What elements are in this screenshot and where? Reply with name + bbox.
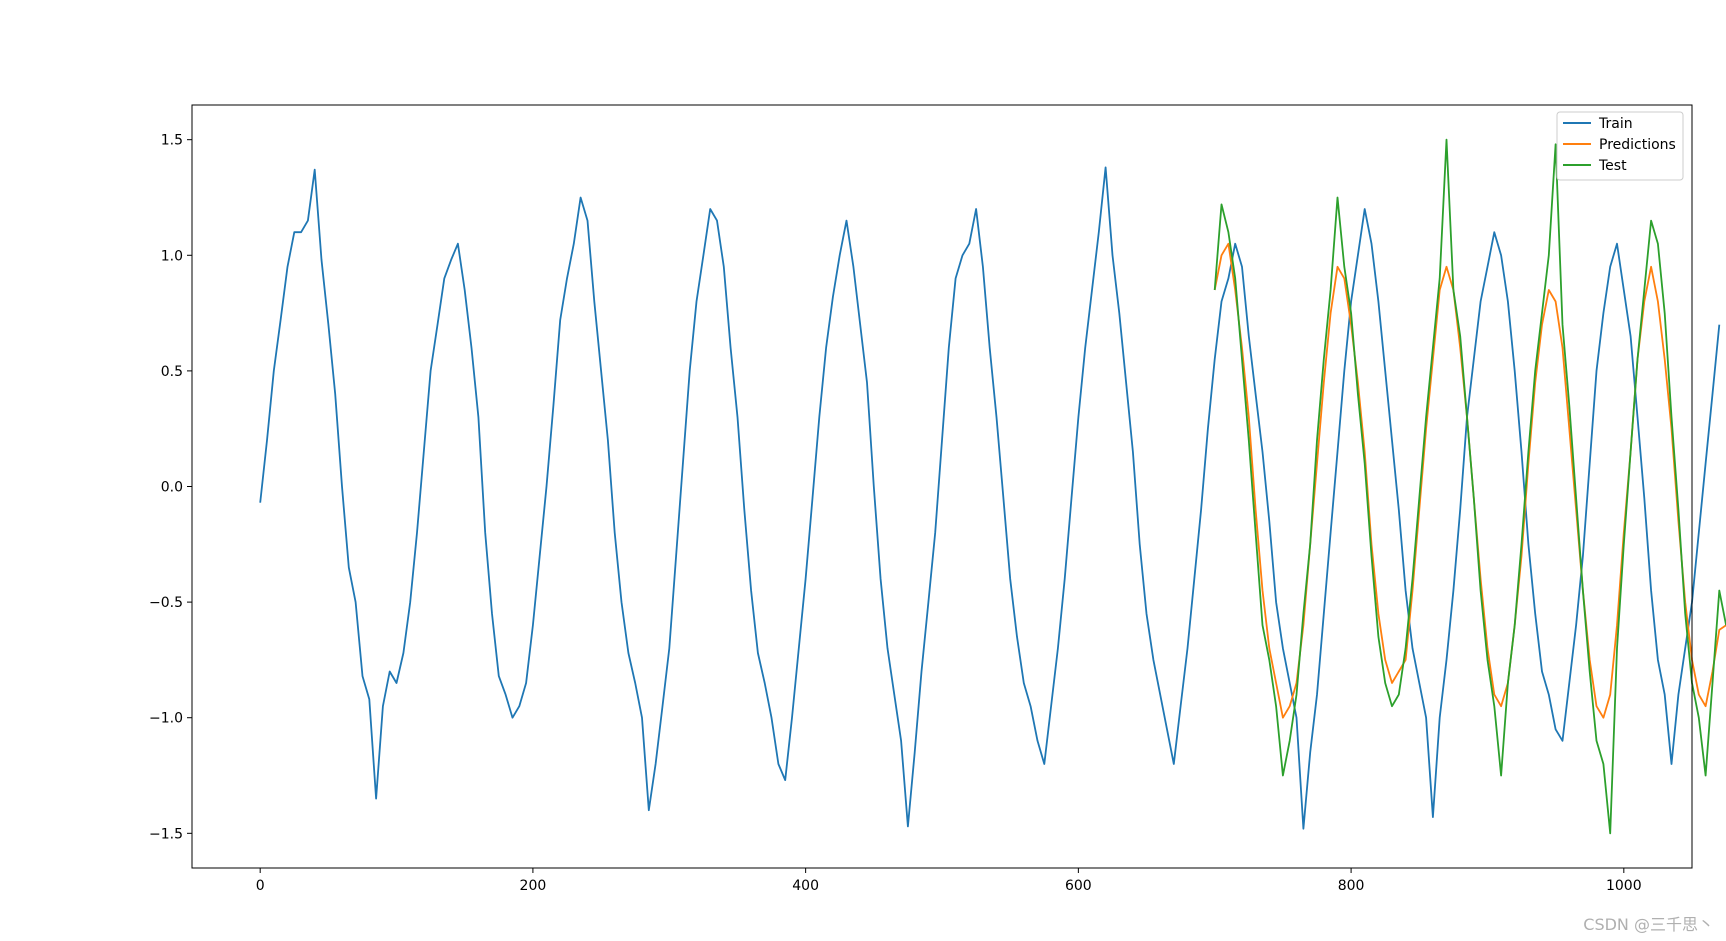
legend-label-predictions: Predictions (1599, 137, 1676, 153)
y-tick-label: −1.0 (149, 711, 183, 727)
x-axis: 0 200 400 600 800 1000 (256, 868, 1642, 894)
plot-frame (191, 104, 1693, 869)
watermark: CSDN @三千思丶 (1583, 915, 1714, 934)
legend-label-train: Train (1598, 116, 1633, 132)
y-axis: −1.5 −1.0 −0.5 0.0 0.5 1.0 1.5 (149, 133, 192, 842)
y-tick-label: −0.5 (149, 595, 183, 611)
series-line-predictions (1213, 242, 1726, 719)
series-line-train (259, 166, 1721, 830)
x-tick-label: 1000 (1606, 878, 1642, 894)
legend-box (1556, 111, 1684, 181)
legend-label-test: Test (1598, 158, 1627, 174)
series-line-test (1213, 138, 1726, 835)
y-tick-label: 1.0 (161, 248, 183, 264)
y-tick-label: −1.5 (149, 826, 183, 842)
y-tick-label: 0.5 (161, 364, 183, 380)
y-tick-label: 0.0 (161, 480, 183, 496)
series-layer (259, 138, 1726, 835)
legend: Train Predictions Test (1556, 111, 1684, 181)
x-tick-label: 0 (256, 878, 265, 894)
x-tick-label: 800 (1338, 878, 1365, 894)
y-tick-label: 1.5 (161, 133, 183, 149)
x-tick-label: 600 (1065, 878, 1092, 894)
x-tick-label: 400 (792, 878, 819, 894)
x-tick-label: 200 (520, 878, 547, 894)
